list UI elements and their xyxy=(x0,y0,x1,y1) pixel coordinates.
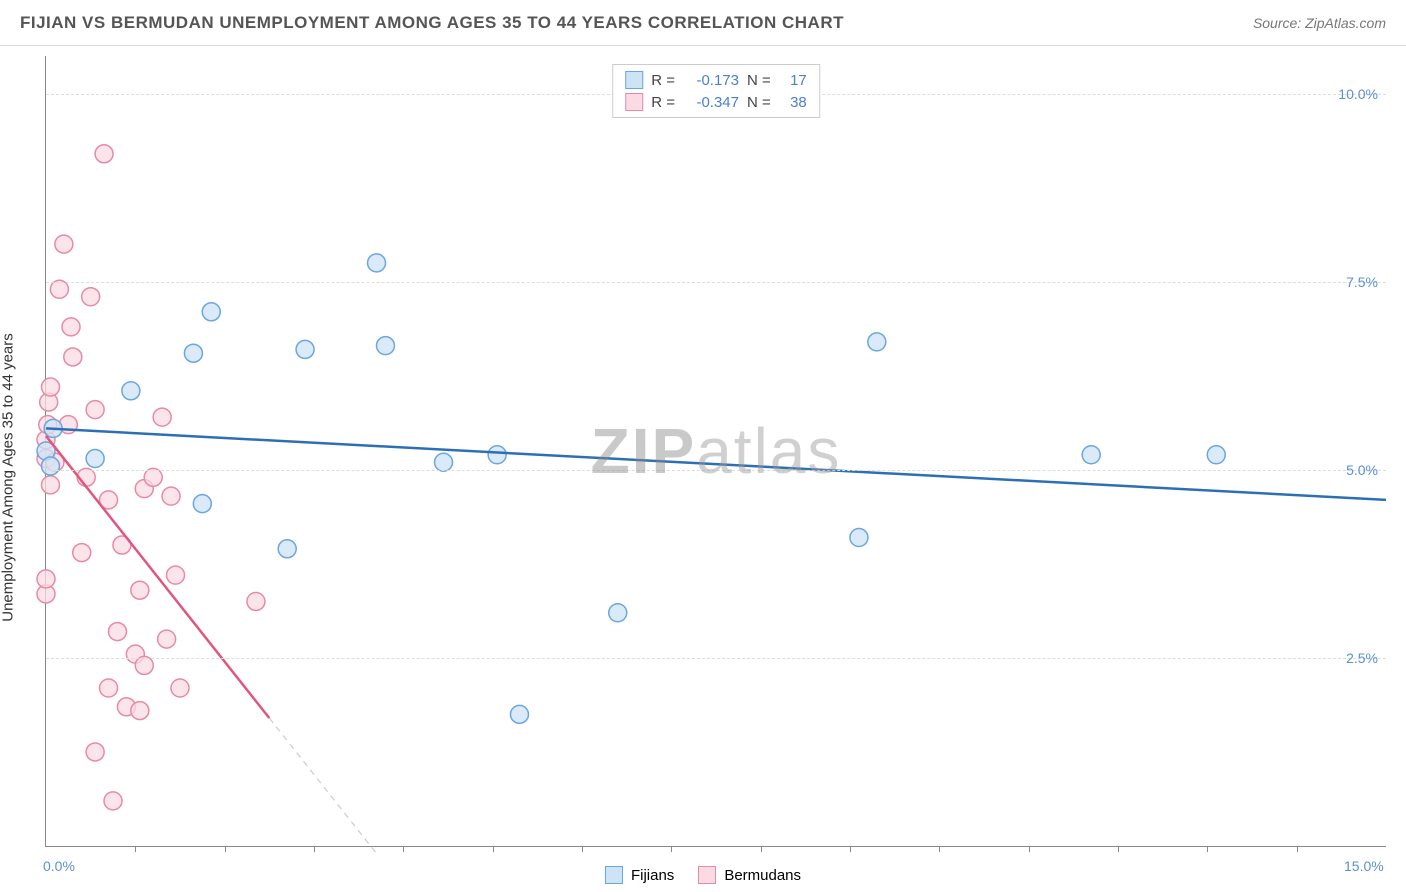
y-tick-label: 7.5% xyxy=(1346,274,1378,290)
chart-title: FIJIAN VS BERMUDAN UNEMPLOYMENT AMONG AG… xyxy=(20,13,844,33)
gridline xyxy=(46,658,1386,659)
data-point xyxy=(167,566,185,584)
r-value-fijians: -0.173 xyxy=(683,72,739,89)
data-point xyxy=(376,337,394,355)
data-point xyxy=(62,318,80,336)
data-point xyxy=(1082,446,1100,464)
y-tick-label: 5.0% xyxy=(1346,462,1378,478)
x-tick-mark xyxy=(582,846,583,852)
data-point xyxy=(73,544,91,562)
data-point xyxy=(86,401,104,419)
data-point xyxy=(162,487,180,505)
data-point xyxy=(135,656,153,674)
x-tick-mark xyxy=(403,846,404,852)
source-attribution: Source: ZipAtlas.com xyxy=(1253,15,1386,31)
legend-item-fijians: Fijians xyxy=(605,866,674,884)
data-point xyxy=(247,592,265,610)
n-value-fijians: 17 xyxy=(779,72,807,89)
swatch-bermudans xyxy=(625,93,643,111)
trend-line xyxy=(46,428,1386,499)
legend-label-bermudans: Bermudans xyxy=(724,867,801,884)
data-point xyxy=(1207,446,1225,464)
correlation-row-fijians: R = -0.173 N = 17 xyxy=(625,69,807,91)
data-point xyxy=(850,529,868,547)
data-point xyxy=(193,495,211,513)
data-point xyxy=(86,450,104,468)
source-prefix: Source: xyxy=(1253,15,1305,31)
data-point xyxy=(202,303,220,321)
data-point xyxy=(435,453,453,471)
gridline xyxy=(46,282,1386,283)
y-tick-label: 2.5% xyxy=(1346,650,1378,666)
swatch-fijians xyxy=(625,71,643,89)
source-name: ZipAtlas.com xyxy=(1305,15,1386,31)
data-point xyxy=(95,145,113,163)
chart-header: FIJIAN VS BERMUDAN UNEMPLOYMENT AMONG AG… xyxy=(0,0,1406,45)
legend-swatch-fijians xyxy=(605,866,623,884)
legend-item-bermudans: Bermudans xyxy=(698,866,801,884)
data-point xyxy=(122,382,140,400)
x-tick-mark xyxy=(1207,846,1208,852)
x-tick-mark xyxy=(1118,846,1119,852)
data-point xyxy=(510,705,528,723)
legend-label-fijians: Fijians xyxy=(631,867,674,884)
n-label: N = xyxy=(747,94,771,111)
data-point xyxy=(158,630,176,648)
x-tick-mark xyxy=(939,846,940,852)
data-point xyxy=(41,457,59,475)
data-point xyxy=(488,446,506,464)
data-point xyxy=(278,540,296,558)
x-axis-max-label: 15.0% xyxy=(1344,858,1384,874)
y-axis-label: Unemployment Among Ages 35 to 44 years xyxy=(0,333,17,622)
x-tick-mark xyxy=(1029,846,1030,852)
x-tick-mark xyxy=(225,846,226,852)
data-point xyxy=(37,570,55,588)
data-point xyxy=(86,743,104,761)
scatter-svg xyxy=(46,56,1386,846)
legend-swatch-bermudans xyxy=(698,866,716,884)
x-tick-mark xyxy=(850,846,851,852)
correlation-legend-box: R = -0.173 N = 17 R = -0.347 N = 38 xyxy=(612,64,820,118)
gridline xyxy=(46,470,1386,471)
x-tick-mark xyxy=(314,846,315,852)
data-point xyxy=(296,340,314,358)
trend-line xyxy=(269,718,376,853)
data-point xyxy=(50,280,68,298)
data-point xyxy=(171,679,189,697)
n-value-bermudans: 38 xyxy=(779,94,807,111)
r-label: R = xyxy=(651,94,675,111)
data-point xyxy=(131,702,149,720)
data-point xyxy=(868,333,886,351)
x-axis-min-label: 0.0% xyxy=(43,858,75,874)
x-tick-mark xyxy=(493,846,494,852)
bottom-legend: Fijians Bermudans xyxy=(605,866,801,884)
x-tick-mark xyxy=(671,846,672,852)
r-value-bermudans: -0.347 xyxy=(683,94,739,111)
data-point xyxy=(104,792,122,810)
data-point xyxy=(108,623,126,641)
data-point xyxy=(131,581,149,599)
data-point xyxy=(41,476,59,494)
x-tick-mark xyxy=(1297,846,1298,852)
x-tick-mark xyxy=(135,846,136,852)
data-point xyxy=(100,679,118,697)
data-point xyxy=(64,348,82,366)
n-label: N = xyxy=(747,72,771,89)
chart-container: Unemployment Among Ages 35 to 44 years Z… xyxy=(0,45,1406,892)
data-point xyxy=(82,288,100,306)
data-point xyxy=(368,254,386,272)
data-point xyxy=(153,408,171,426)
data-point xyxy=(609,604,627,622)
y-tick-label: 10.0% xyxy=(1338,86,1378,102)
plot-area: ZIPatlas R = -0.173 N = 17 R = -0.347 N … xyxy=(45,56,1386,847)
data-point xyxy=(55,235,73,253)
r-label: R = xyxy=(651,72,675,89)
data-point xyxy=(41,378,59,396)
data-point xyxy=(144,468,162,486)
x-tick-mark xyxy=(761,846,762,852)
correlation-row-bermudans: R = -0.347 N = 38 xyxy=(625,91,807,113)
data-point xyxy=(184,344,202,362)
